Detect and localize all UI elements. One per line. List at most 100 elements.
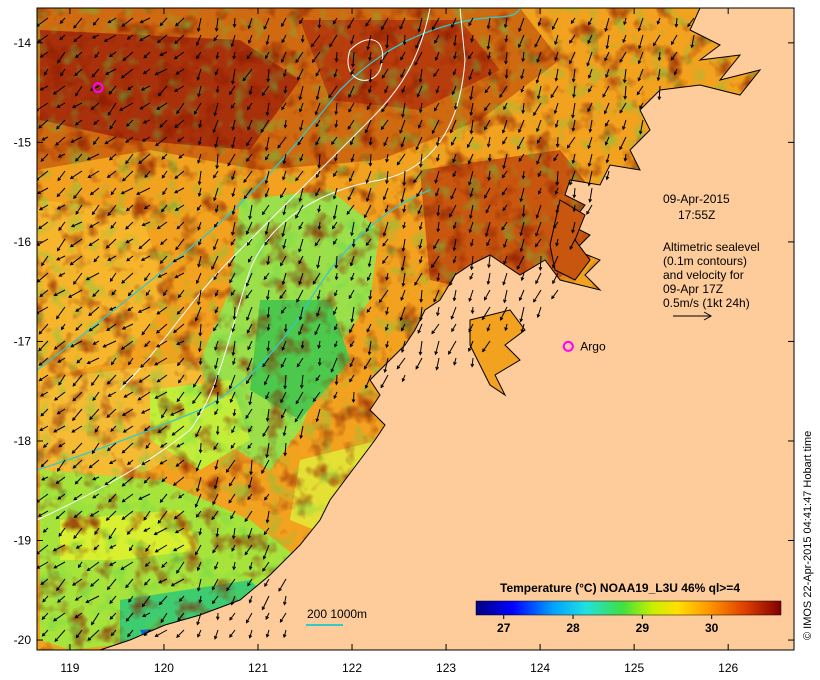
velocity-arrow (315, 408, 321, 423)
velocity-arrow (213, 187, 219, 202)
velocity-arrow (261, 204, 270, 216)
velocity-arrow (173, 510, 185, 520)
velocity-arrow (402, 204, 407, 213)
velocity-arrow (622, 119, 627, 131)
velocity-arrow (638, 119, 644, 135)
velocity-arrow (263, 527, 270, 536)
velocity-arrow (161, 153, 168, 160)
velocity-arrow (265, 51, 270, 60)
velocity-arrow (126, 255, 134, 262)
velocity-arrow (157, 425, 168, 434)
velocity-arrow (197, 578, 202, 592)
velocity-arrow (231, 204, 236, 216)
velocity-arrow (213, 323, 219, 332)
velocity-arrow (554, 187, 559, 195)
velocity-arrow (157, 85, 168, 97)
velocity-arrow (125, 221, 134, 230)
velocity-arrow (123, 391, 134, 398)
velocity-arrow (59, 34, 66, 41)
velocity-arrow (350, 34, 355, 45)
velocity-arrow (283, 323, 288, 333)
velocity-arrow (161, 408, 168, 419)
velocity-arrow (163, 289, 168, 297)
velocity-arrow (451, 85, 457, 96)
velocity-arrow (247, 255, 253, 263)
colorbar-title-bg (500, 578, 758, 592)
velocity-arrow (92, 493, 100, 499)
velocity-arrow (156, 221, 168, 230)
velocity-arrow (127, 85, 134, 91)
velocity-arrow (349, 323, 355, 334)
velocity-arrow (329, 34, 338, 48)
velocity-arrow (368, 136, 373, 146)
velocity-arrow (266, 323, 271, 332)
velocity-arrow (349, 255, 355, 267)
velocity-arrow (232, 561, 236, 571)
velocity-arrow (54, 629, 66, 642)
velocity-arrow (109, 544, 117, 549)
velocity-arrow (177, 374, 185, 384)
velocity-arrow (262, 544, 270, 560)
velocity-arrow (120, 187, 134, 195)
velocity-arrow (75, 51, 83, 59)
velocity-arrow (197, 289, 202, 306)
velocity-arrow (487, 255, 491, 269)
velocity-arrow (194, 493, 202, 508)
velocity-arrow (266, 306, 271, 319)
velocity-arrow (107, 102, 117, 116)
velocity-arrow (435, 357, 440, 371)
velocity-arrow (401, 374, 406, 383)
velocity-arrow (229, 612, 236, 621)
velocity-arrow (436, 272, 440, 282)
velocity-arrow (368, 289, 373, 301)
velocity-arrow (231, 119, 236, 131)
velocity-arrow (550, 85, 559, 99)
velocity-arrow (215, 612, 220, 621)
velocity-arrow (418, 102, 423, 114)
velocity-arrow (265, 408, 270, 422)
velocity-arrow (382, 221, 389, 237)
lat-tick-label: -14 (14, 36, 32, 50)
velocity-arrow (264, 493, 270, 501)
velocity-arrow (502, 272, 508, 286)
velocity-arrow (281, 340, 287, 351)
velocity-arrow (481, 306, 491, 321)
velocity-arrow (534, 34, 542, 48)
velocity-arrow (334, 102, 339, 116)
velocity-arrow (93, 119, 100, 125)
altimetry-line-4: 09-Apr 17Z (663, 282, 723, 296)
velocity-arrow (413, 170, 423, 184)
velocity-arrow (107, 442, 117, 452)
velocity-arrow (487, 153, 492, 162)
velocity-arrow (72, 459, 83, 469)
velocity-arrow (121, 17, 134, 27)
velocity-arrow (154, 629, 168, 637)
velocity-arrow (551, 17, 559, 31)
velocity-arrow (39, 425, 49, 431)
velocity-arrow (75, 323, 83, 331)
velocity-arrow (121, 408, 134, 416)
velocity-arrow (75, 306, 83, 312)
velocity-arrow (53, 289, 66, 296)
velocity-arrow (109, 272, 117, 282)
velocity-arrow (418, 221, 423, 231)
velocity-arrow (622, 34, 627, 44)
velocity-arrow (312, 391, 321, 403)
velocity-arrow (401, 102, 406, 119)
velocity-arrow (70, 340, 83, 348)
velocity-arrow (300, 34, 305, 43)
velocity-arrow (504, 51, 508, 65)
velocity-arrow (177, 289, 185, 299)
velocity-arrow (57, 493, 66, 500)
velocity-arrow (400, 255, 406, 272)
velocity-arrow (484, 187, 491, 199)
velocity-arrow (587, 102, 593, 113)
velocity-arrow (334, 374, 339, 386)
velocity-arrow (347, 187, 355, 201)
velocity-arrow (159, 51, 168, 56)
velocity-arrow (125, 119, 134, 127)
velocity-arrow (467, 136, 474, 149)
velocity-arrow (245, 408, 253, 420)
velocity-arrow (330, 357, 338, 373)
velocity-arrow (55, 136, 66, 146)
